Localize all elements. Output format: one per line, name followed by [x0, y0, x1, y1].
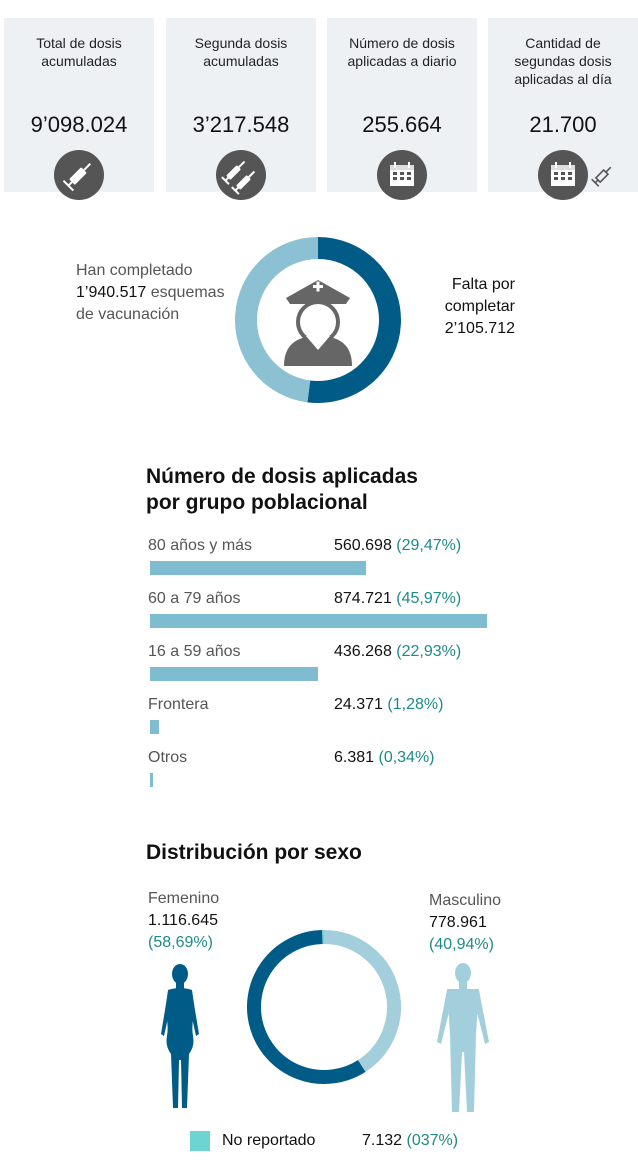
male-pct: (40,94%) — [429, 936, 494, 953]
bar — [150, 667, 319, 681]
female-stats: Femenino 1.116.645 (58,69%) — [148, 888, 278, 954]
kpi-card-second-doses: Segunda dosis acumuladas 3’217.548 — [166, 18, 316, 200]
bar-label: 80 años y más — [148, 537, 253, 554]
bar-value: 874.721 (45,97%) — [334, 590, 462, 607]
female-value: 1.116.645 — [148, 912, 218, 929]
female-label: Femenino — [148, 890, 220, 907]
bar-value: 436.268 (22,93%) — [334, 643, 462, 660]
kpi-label: Segunda dosis acumuladas — [194, 35, 288, 69]
sex-donut — [247, 930, 401, 1084]
female-pct: (58,69%) — [148, 934, 213, 951]
syringe-icon — [54, 150, 104, 200]
kpi-label: Número de dosis aplicadas a diario — [347, 35, 457, 69]
male-label: Masculino — [429, 892, 502, 909]
sex-arc-femenino — [247, 930, 366, 1084]
bar-value: 24.371 (1,28%) — [334, 696, 444, 713]
male-value: 778.961 — [429, 914, 487, 931]
bar-label: 60 a 79 años — [148, 590, 241, 607]
kpi-card-daily-second-doses: Cantidad de segundas dosis aplicadas al dí… — [488, 18, 638, 200]
legend-value-not-reported: 7.132 (037%) — [362, 1132, 459, 1149]
bar-label: Otros — [148, 749, 188, 766]
kpi-value: 3’217.548 — [192, 112, 290, 137]
bar-value: 6.381 (0,34%) — [334, 749, 435, 766]
double-syringe-icon — [216, 150, 266, 200]
bar-value: 560.698 (29,47%) — [334, 537, 462, 554]
bar — [150, 614, 487, 628]
bar — [150, 561, 367, 575]
bar-label: 16 a 59 años — [148, 643, 241, 660]
sex-arc-masculino — [323, 930, 401, 1072]
legend-swatch-not-reported — [190, 1131, 210, 1151]
kpi-value: 21.700 — [529, 112, 597, 137]
kpi-label: Cantidad de segundas dosis aplicadas al dí… — [514, 35, 612, 87]
sex-title: Distribución por sexo — [146, 841, 362, 864]
bar-label: Frontera — [148, 696, 209, 713]
kpi-label: Total de dosis acumuladas — [36, 35, 122, 69]
male-stats: Masculino 778.961 (40,94%) — [429, 890, 559, 956]
bar — [150, 720, 160, 734]
completion-donut — [235, 237, 401, 403]
legend-label-not-reported: No reportado — [222, 1132, 316, 1149]
completion-arc-completed — [235, 237, 319, 403]
kpi-value: 255.664 — [362, 112, 442, 137]
female-figure-icon — [161, 964, 199, 1108]
groups-title: Número de dosis aplicadas por grupo pobla… — [146, 465, 418, 514]
kpi-card-daily-doses: Número de dosis aplicadas a diario 255.66… — [327, 18, 477, 200]
nurse-icon — [284, 280, 352, 366]
calendar-syringe-icon — [538, 150, 612, 200]
kpi-card-total-doses: Total de dosis acumuladas 9’098.024 — [4, 18, 154, 200]
bar — [150, 773, 153, 787]
kpi-value: 9’098.024 — [30, 112, 128, 137]
male-figure-icon — [437, 963, 489, 1112]
completed-label: Han completado 1’940.517 esquemas de vac… — [76, 262, 225, 323]
completion-arc-pending — [307, 237, 401, 403]
pending-label: Falta por completar 2’105.712 — [444, 276, 515, 337]
calendar-icon — [377, 150, 427, 200]
